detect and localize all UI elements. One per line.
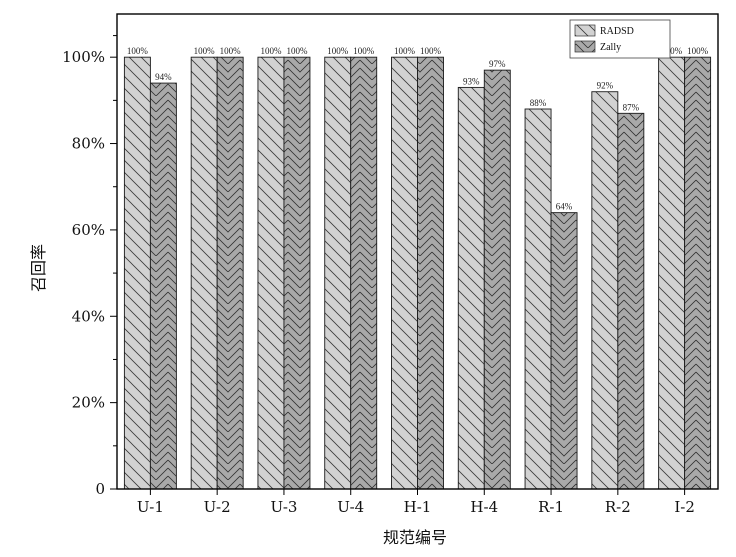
- data-label-zally-I-2: 100%: [687, 46, 709, 56]
- data-label-radsd-R-1: 88%: [530, 98, 547, 108]
- data-label-zally-R-2: 87%: [623, 102, 640, 112]
- bar-zally-U-3: [283, 56, 311, 490]
- bar-radsd-H-4: [457, 86, 485, 490]
- data-label-radsd-U-3: 100%: [260, 46, 282, 56]
- bar-zally-U-2: [216, 56, 244, 490]
- data-label-radsd-U-2: 100%: [194, 46, 216, 56]
- bar-radsd-U-1: [123, 56, 151, 490]
- data-label-zally-U-1: 94%: [155, 72, 172, 82]
- y-tick-label-20: 20%: [72, 394, 105, 412]
- bar-zally-I-2: [684, 56, 712, 490]
- bar-zally-R-2: [617, 112, 645, 490]
- y-tick-label-100: 100%: [62, 48, 105, 66]
- bar-zally-U-1: [149, 82, 177, 490]
- y-tick-label-60: 60%: [72, 221, 105, 239]
- x-tick-label-U-2: U-2: [204, 498, 231, 516]
- legend-swatch-radsd: [574, 24, 596, 37]
- x-tick-label-H-1: H-1: [404, 498, 432, 516]
- legend-swatch-zally: [574, 40, 596, 53]
- x-tick-label-I-2: I-2: [674, 498, 695, 516]
- bar-zally-R-1: [550, 212, 578, 490]
- data-label-radsd-H-4: 93%: [463, 76, 480, 86]
- bars-group: [123, 56, 712, 490]
- bar-radsd-R-2: [591, 91, 619, 490]
- bar-radsd-U-3: [257, 56, 285, 490]
- x-tick-label-U-3: U-3: [270, 498, 297, 516]
- legend-label-zally: Zally: [600, 42, 621, 53]
- bar-radsd-U-4: [324, 56, 352, 490]
- bar-zally-U-4: [350, 56, 378, 490]
- data-label-radsd-U-4: 100%: [327, 46, 349, 56]
- bar-radsd-H-1: [391, 56, 418, 490]
- x-tick-label-R-1: R-1: [538, 498, 564, 516]
- data-label-zally-U-4: 100%: [353, 46, 375, 56]
- x-tick-label-U-4: U-4: [337, 498, 364, 516]
- bar-radsd-R-1: [524, 108, 552, 490]
- data-label-radsd-H-1: 100%: [394, 46, 416, 56]
- bar-zally-H-1: [417, 56, 444, 490]
- x-axis-title: 规范编号: [383, 528, 447, 547]
- data-label-radsd-U-1: 100%: [127, 46, 149, 56]
- data-labels-group: 100% 94% 100% 100% 100% 100% 100% 100% 100% 100% 9…: [127, 46, 709, 211]
- data-label-zally-U-2: 100%: [220, 46, 242, 56]
- legend-label-radsd: RADSD: [600, 26, 634, 37]
- y-tick-label-80: 80%: [72, 135, 105, 153]
- y-axis: 0 20% 40% 60% 80% 100%: [62, 35, 117, 498]
- data-label-zally-R-1: 64%: [556, 202, 573, 212]
- data-label-radsd-I-2: 100%: [661, 46, 683, 56]
- data-label-radsd-R-2: 92%: [597, 81, 614, 91]
- bar-radsd-I-2: [658, 56, 686, 490]
- y-tick-label-0: 0: [95, 480, 105, 498]
- y-tick-label-40: 40%: [72, 307, 105, 325]
- data-label-zally-H-4: 97%: [489, 59, 506, 69]
- bar-zally-H-4: [483, 69, 511, 490]
- data-label-zally-H-1: 100%: [420, 46, 442, 56]
- x-tick-label-U-1: U-1: [137, 498, 164, 516]
- x-tick-label-R-2: R-2: [605, 498, 631, 516]
- x-tick-label-H-4: H-4: [470, 498, 498, 516]
- x-axis: U-1 U-2 U-3 U-4 H-1 H-4 R-1 R-2 I-2: [137, 489, 695, 516]
- bar-radsd-U-2: [190, 56, 218, 490]
- y-axis-title: 召回率: [29, 244, 48, 292]
- data-label-zally-U-3: 100%: [286, 46, 308, 56]
- legend: RADSD Zally: [569, 19, 671, 59]
